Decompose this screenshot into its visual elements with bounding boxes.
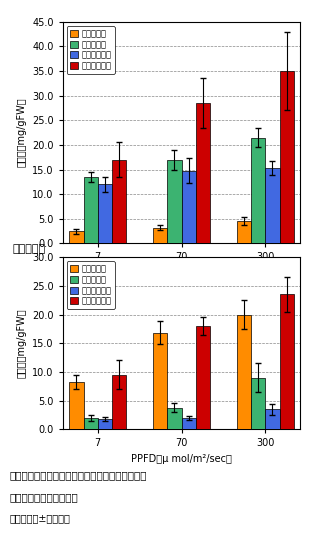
Text: 図２　異なる光条件下におけるデルフィニウムの: 図２ 異なる光条件下におけるデルフィニウムの <box>9 470 147 481</box>
Bar <box>84 418 98 429</box>
Bar <box>153 333 167 429</box>
Bar <box>280 294 294 429</box>
Text: （雌ずい）: （雌ずい） <box>13 245 46 254</box>
Bar <box>167 408 182 429</box>
Y-axis label: 糖濃度（mg/gFW）: 糖濃度（mg/gFW） <box>16 98 26 167</box>
Bar <box>98 419 112 429</box>
Legend: スクロース, グルコース, フルクトース, マンニトール: スクロース, グルコース, フルクトース, マンニトール <box>67 26 115 74</box>
Bar <box>280 71 294 243</box>
Bar <box>237 221 251 243</box>
Bar <box>237 315 251 429</box>
Bar <box>182 418 196 429</box>
Bar <box>251 137 265 243</box>
Bar <box>153 228 167 243</box>
Bar <box>98 184 112 243</box>
Bar <box>69 382 84 429</box>
Legend: スクロース, グルコース, フルクトース, マンニトール: スクロース, グルコース, フルクトース, マンニトール <box>67 261 115 309</box>
Bar <box>167 160 182 243</box>
Bar <box>112 160 126 243</box>
Bar <box>112 375 126 429</box>
Bar <box>69 231 84 243</box>
Text: 値は平均値±標準誤差: 値は平均値±標準誤差 <box>9 513 70 523</box>
Bar <box>251 377 265 429</box>
Bar <box>196 103 210 243</box>
Bar <box>196 326 210 429</box>
Bar <box>265 168 280 243</box>
Bar <box>182 171 196 243</box>
Y-axis label: 糖濃度（mg/gFW）: 糖濃度（mg/gFW） <box>16 309 26 378</box>
Bar <box>265 409 280 429</box>
X-axis label: PPFD（μ mol/m²/sec）: PPFD（μ mol/m²/sec） <box>131 454 232 464</box>
X-axis label: PPFD（μ mol/m²/sec）: PPFD（μ mol/m²/sec） <box>131 268 232 278</box>
Text: がく片と雌ずいの糖濃度: がく片と雌ずいの糖濃度 <box>9 492 78 503</box>
Bar <box>84 177 98 243</box>
